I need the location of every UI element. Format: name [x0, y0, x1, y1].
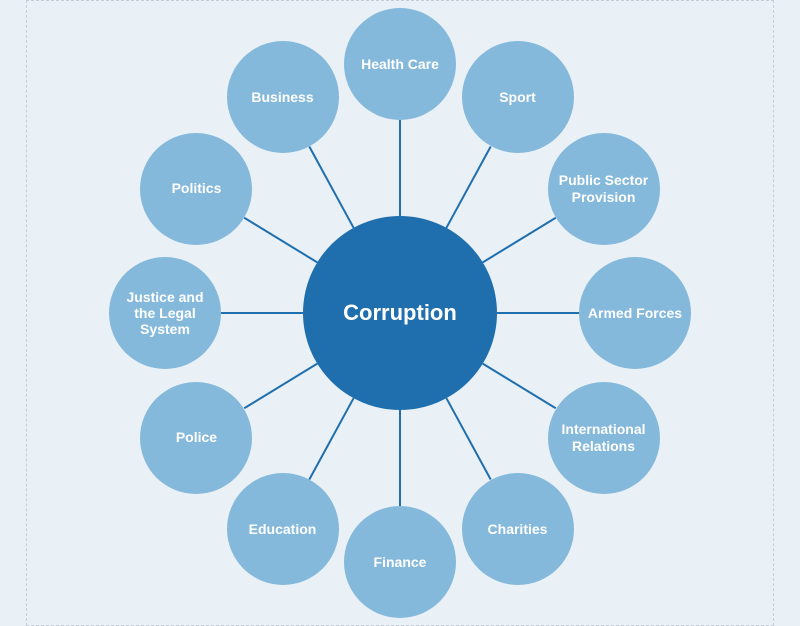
- node-justice-legal: Justice and the Legal System: [109, 257, 221, 369]
- connector-sport: [446, 147, 490, 228]
- node-health-care: Health Care: [344, 8, 456, 120]
- node-police-label: Police: [176, 429, 217, 445]
- node-intl-relations: International Relations: [548, 382, 660, 494]
- node-intl-relations-label: International Relations: [554, 421, 654, 453]
- node-charities: Charities: [462, 473, 574, 585]
- node-health-care-label: Health Care: [361, 56, 439, 72]
- node-center-label: Corruption: [343, 300, 457, 325]
- node-public-sector: Public Sector Provision: [548, 133, 660, 245]
- connector-business: [309, 147, 353, 228]
- connector-education: [309, 398, 353, 479]
- diagram-stage: Health Care Sport Public Sector Provision A…: [0, 0, 800, 626]
- node-finance-label: Finance: [374, 554, 427, 570]
- node-public-sector-label: Public Sector Provision: [554, 172, 654, 204]
- node-armed-forces-label: Armed Forces: [588, 305, 682, 321]
- connector-charities: [446, 398, 490, 479]
- node-armed-forces: Armed Forces: [579, 257, 691, 369]
- connector-politics: [244, 218, 317, 263]
- node-politics: Politics: [140, 133, 252, 245]
- node-business: Business: [227, 41, 339, 153]
- node-charities-label: Charities: [488, 521, 548, 537]
- node-business-label: Business: [251, 89, 313, 105]
- connector-public-sector: [483, 218, 556, 263]
- node-justice-legal-label: Justice and the Legal System: [115, 289, 215, 337]
- node-education-label: Education: [249, 521, 317, 537]
- connector-intl-relations: [483, 364, 556, 409]
- node-police: Police: [140, 382, 252, 494]
- node-education: Education: [227, 473, 339, 585]
- node-politics-label: Politics: [172, 180, 222, 196]
- node-sport: Sport: [462, 41, 574, 153]
- node-finance: Finance: [344, 506, 456, 618]
- node-sport-label: Sport: [499, 89, 536, 105]
- node-center: Corruption: [303, 216, 497, 410]
- connector-police: [244, 364, 317, 409]
